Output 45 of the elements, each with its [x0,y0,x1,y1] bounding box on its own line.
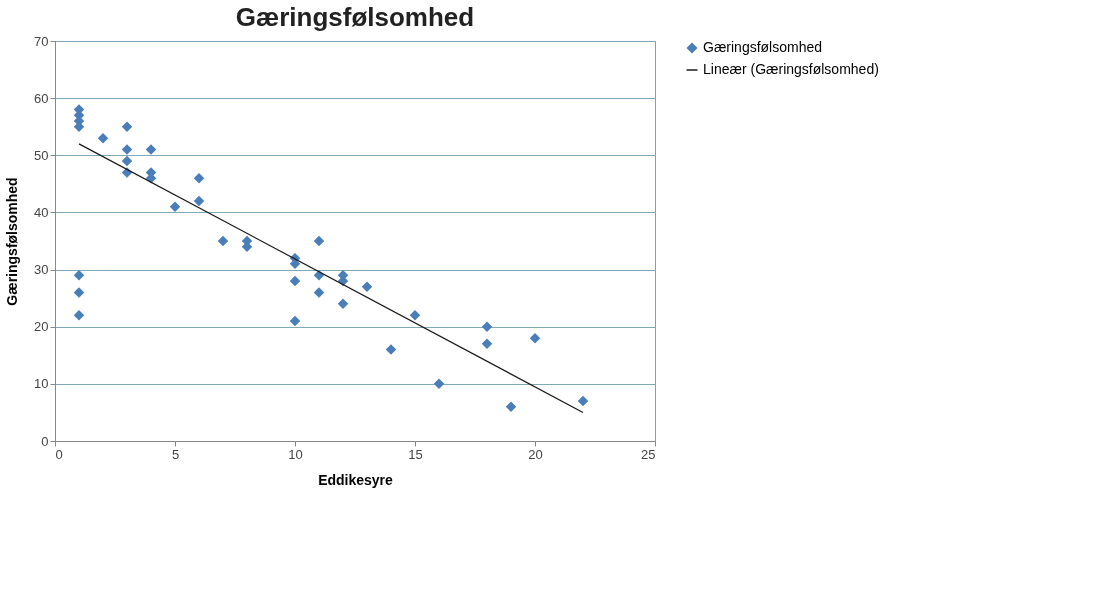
point [217,235,229,247]
x-tick-label: 0 [55,446,63,462]
x-tick-label: 20 [528,446,543,462]
point [121,155,133,167]
point [529,332,541,344]
y-tick-label: 0 [41,433,49,449]
x-tick-label: 15 [408,446,423,462]
x-tick-label: 5 [171,446,180,462]
point [97,132,109,144]
y-tick-label: 40 [34,204,49,220]
y-tick-label: 30 [34,262,49,278]
point [193,172,205,184]
point [169,201,181,212]
point [121,121,133,132]
y-tick-label: 10 [34,376,49,392]
y-tick-label: 50 [34,147,49,163]
point [577,395,589,407]
point [505,401,517,412]
point [121,144,133,155]
point [193,195,205,207]
point [289,275,301,287]
x-axis-title: Eddikesyre [318,471,394,488]
point [313,287,325,298]
point [481,321,493,332]
point [145,144,157,155]
y-tick-label: 70 [34,33,49,49]
y-tick-label: 60 [34,90,49,106]
point [73,310,85,321]
y-axis-title: Gæringsfølsomhed [4,177,21,306]
point [289,315,301,327]
legend-label: Lineær (Gæringsfølsomhed) [703,61,879,77]
y-tick-label: 20 [34,319,49,335]
x-tick-label: 25 [641,446,656,462]
point [433,378,445,390]
point [385,344,397,355]
point [409,310,421,321]
point [73,287,85,298]
chart-title: Gæringsfølsomhed [235,2,475,32]
point [73,270,85,281]
legend-label: Gæringsfølsomhed [703,39,823,55]
point [313,235,325,247]
x-tick-label: 10 [288,446,303,462]
point [337,298,349,310]
point [361,281,373,292]
point [481,338,493,350]
